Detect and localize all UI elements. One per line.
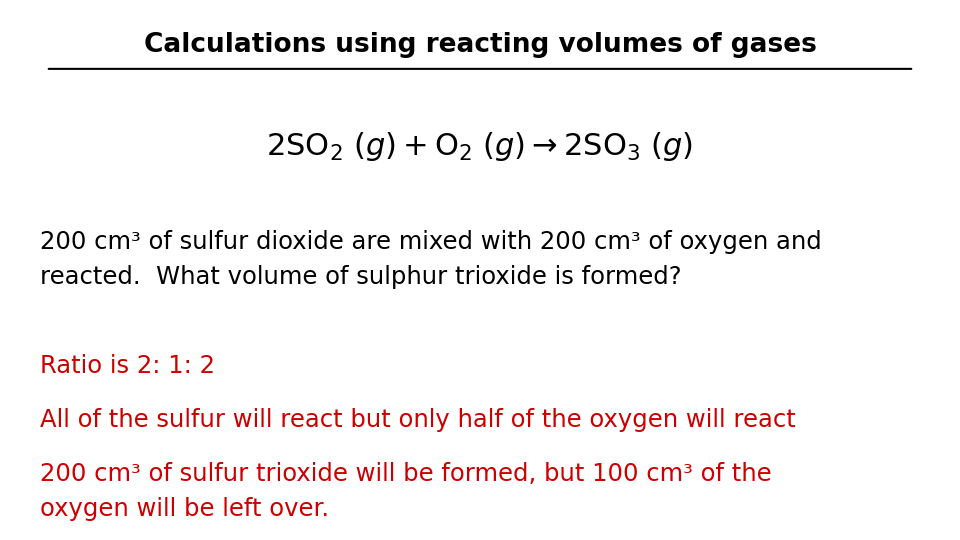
Text: Calculations using reacting volumes of gases: Calculations using reacting volumes of g…	[144, 32, 816, 58]
Text: Ratio is 2: 1: 2: Ratio is 2: 1: 2	[40, 354, 215, 377]
Text: 200 cm³ of sulfur trioxide will be formed, but 100 cm³ of the
oxygen will be lef: 200 cm³ of sulfur trioxide will be forme…	[40, 462, 772, 521]
Text: $2\mathrm{SO}_2\ (g) + \mathrm{O}_2\ (g) \rightarrow 2\mathrm{SO}_3\ (g)$: $2\mathrm{SO}_2\ (g) + \mathrm{O}_2\ (g)…	[267, 130, 693, 163]
Text: All of the sulfur will react but only half of the oxygen will react: All of the sulfur will react but only ha…	[40, 408, 796, 431]
Text: 200 cm³ of sulfur dioxide are mixed with 200 cm³ of oxygen and
reacted.  What vo: 200 cm³ of sulfur dioxide are mixed with…	[40, 230, 822, 289]
